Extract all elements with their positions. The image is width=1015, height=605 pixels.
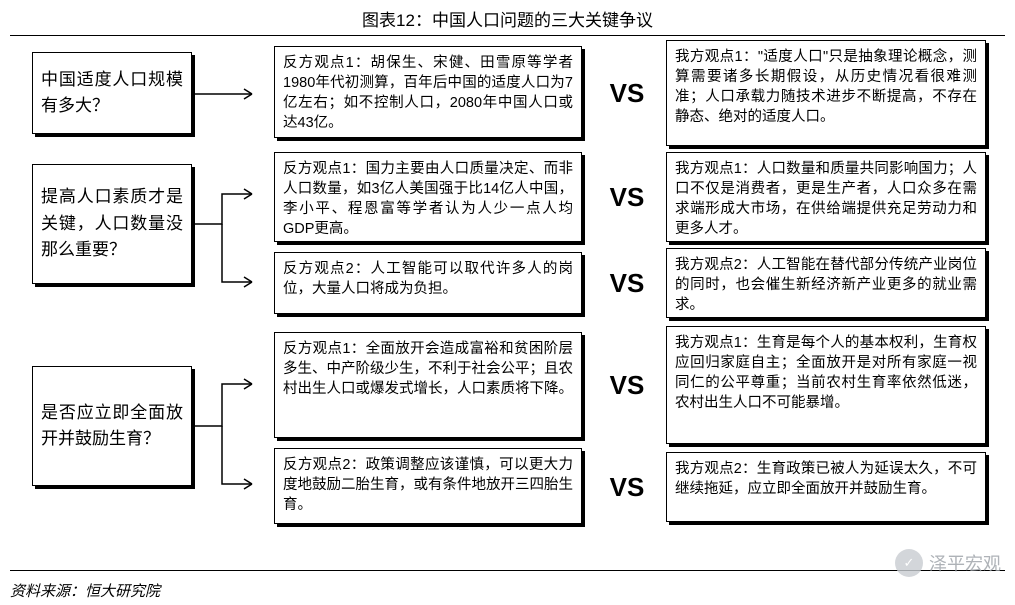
question-1: 中国适度人口规模有多大？: [32, 52, 192, 134]
watermark: ✓ 泽平宏观: [895, 549, 1001, 577]
bottom-rule: [10, 570, 1005, 571]
vs-1: VS: [602, 78, 652, 109]
row3b-our: 我方观点2：生育政策已被人为延误太久，不可继续拖延，应立即全面放开并鼓励生育。: [666, 452, 986, 522]
row3b-opposing: 反方观点2：政策调整应该谨慎，可以更大力度地鼓励二胎生育，或有条件地放开三四胎生…: [274, 448, 582, 524]
question-3-text: 是否应立即全面放开并鼓励生育？: [41, 400, 183, 453]
connector-3: [192, 376, 274, 496]
row1-our: 我方观点1："适度人口"只是抽象理论概念，测算需要诸多长期假设，从历史情况看很难…: [666, 40, 986, 146]
row2a-opposing: 反方观点1：国力主要由人口质量决定、而非人口数量，如3亿人美国强于比14亿人中国…: [274, 152, 582, 242]
diagram-area: 中国适度人口规模有多大？ 反方观点1：胡保生、宋健、田雪原等学者1980年代初测…: [10, 36, 1005, 566]
row2b-opposing: 反方观点2：人工智能可以取代许多人的岗位，大量人口将成为负担。: [274, 252, 582, 314]
connector-1: [192, 86, 274, 106]
figure-title: 图表12：中国人口问题的三大关键争议: [0, 0, 1015, 35]
row1-opposing: 反方观点1：胡保生、宋健、田雪原等学者1980年代初测算，百年后中国的适度人口为…: [274, 46, 582, 138]
vs-3a: VS: [602, 370, 652, 401]
connector-2: [192, 186, 274, 296]
watermark-text: 泽平宏观: [929, 550, 1001, 576]
question-1-text: 中国适度人口规模有多大？: [41, 67, 183, 120]
row2b-our: 我方观点2：人工智能在替代部分传统产业岗位的同时，也会催生新经济新产业更多的就业…: [666, 248, 986, 318]
vs-2a: VS: [602, 182, 652, 213]
question-2: 提高人口素质才是关键，人口数量没那么重要？: [32, 164, 192, 284]
source-text: 资料来源：恒大研究院: [10, 580, 160, 601]
row3a-our: 我方观点1：生育是每个人的基本权利，生育权应回归家庭自主；全面放开是对所有家庭一…: [666, 326, 986, 444]
row3a-opposing: 反方观点1：全面放开会造成富裕和贫困阶层多生、中产阶级少生，不利于社会公平；且农…: [274, 332, 582, 438]
question-2-text: 提高人口素质才是关键，人口数量没那么重要？: [41, 184, 183, 263]
wechat-icon: ✓: [895, 549, 923, 577]
vs-3b: VS: [602, 472, 652, 503]
vs-2b: VS: [602, 268, 652, 299]
question-3: 是否应立即全面放开并鼓励生育？: [32, 366, 192, 486]
row2a-our: 我方观点1：人口数量和质量共同影响国力；人口不仅是消费者，更是生产者，人口众多在…: [666, 152, 986, 242]
